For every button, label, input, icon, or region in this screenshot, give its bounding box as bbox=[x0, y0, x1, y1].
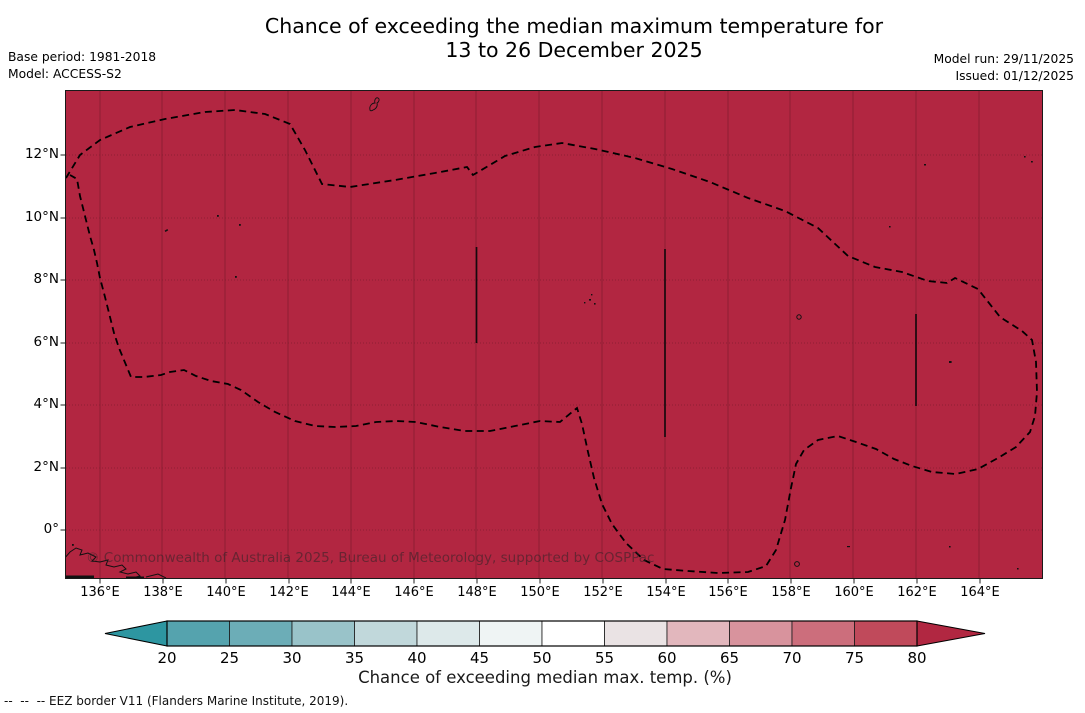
probability-field bbox=[66, 91, 1042, 578]
x-tick-label: 162°E bbox=[897, 585, 937, 600]
y-tick-label: 8°N bbox=[33, 271, 59, 287]
page-title-line2: 13 to 26 December 2025 bbox=[445, 38, 703, 62]
map-canvas: © Commonwealth of Australia 2025, Bureau… bbox=[65, 90, 1043, 579]
page-title-line1: Chance of exceeding the median maximum t… bbox=[264, 14, 884, 38]
colorbar-frame bbox=[166, 620, 918, 647]
colorbar-under-arrow bbox=[104, 620, 168, 647]
y-tick-label: 2°N bbox=[33, 459, 59, 475]
eez-border-dashed-line bbox=[66, 109, 1038, 574]
guam-outline bbox=[369, 97, 380, 112]
colorbar-tick-label: 45 bbox=[469, 649, 490, 667]
y-tick-label: 10°N bbox=[24, 209, 59, 225]
colorbar-tick-label: 40 bbox=[407, 649, 427, 667]
x-tick-label: 138°E bbox=[143, 585, 183, 600]
x-tick-label: 142°E bbox=[269, 585, 309, 600]
x-tick-label: 136°E bbox=[80, 585, 120, 600]
y-tick-label: 6°N bbox=[33, 334, 59, 350]
copyright-watermark: © Commonwealth of Australia 2025, Bureau… bbox=[86, 550, 655, 566]
colorbar-segments bbox=[166, 620, 918, 647]
colorbar bbox=[104, 620, 986, 647]
x-tick-label: 160°E bbox=[834, 585, 874, 600]
y-tick-label: 4°N bbox=[33, 396, 59, 412]
colorbar-tick-label: 30 bbox=[282, 649, 302, 667]
x-tick-label: 158°E bbox=[771, 585, 811, 600]
x-tick-label: 152°E bbox=[583, 585, 623, 600]
x-tick-label: 146°E bbox=[394, 585, 434, 600]
x-tick-label: 148°E bbox=[457, 585, 497, 600]
internal-boundary-lines bbox=[475, 247, 917, 437]
colorbar-tick-label: 75 bbox=[844, 649, 865, 667]
x-tick-label: 164°E bbox=[960, 585, 1000, 600]
x-tick-label: 156°E bbox=[708, 585, 748, 600]
y-tick-label: 12°N bbox=[24, 146, 59, 162]
eez-border-note: -- -- -- EEZ border V11 (Flanders Marine… bbox=[4, 694, 349, 708]
colorbar-tick-label: 55 bbox=[594, 649, 615, 667]
colorbar-tick-label: 65 bbox=[719, 649, 740, 667]
meta-right: Model run: 29/11/2025 Issued: 01/12/2025 bbox=[934, 51, 1074, 84]
colorbar-tick-label: 60 bbox=[657, 649, 677, 667]
meta-left: Base period: 1981-2018 Model: ACCESS-S2 bbox=[8, 49, 156, 82]
island-marks bbox=[66, 97, 1033, 578]
map-plot bbox=[66, 91, 1042, 578]
colorbar-over-arrow bbox=[916, 620, 986, 647]
issued-label: Issued: 01/12/2025 bbox=[955, 68, 1074, 83]
latitude-gridlines bbox=[66, 154, 1042, 531]
colorbar-tick-label: 25 bbox=[219, 649, 240, 667]
colorbar-tick-label: 50 bbox=[532, 649, 552, 667]
x-tick-label: 140°E bbox=[206, 585, 246, 600]
colorbar-tick-label: 20 bbox=[157, 649, 177, 667]
x-tick-label: 154°E bbox=[646, 585, 686, 600]
colorbar-label: Chance of exceeding median max. temp. (%… bbox=[358, 668, 732, 687]
y-tick-label: 0° bbox=[43, 521, 59, 537]
colorbar-tick-label: 70 bbox=[782, 649, 802, 667]
png-coastline bbox=[66, 547, 141, 578]
model-label: Model: ACCESS-S2 bbox=[8, 66, 122, 81]
model-run-label: Model run: 29/11/2025 bbox=[933, 52, 1074, 66]
x-tick-label: 144°E bbox=[331, 585, 371, 600]
colorbar-tick-label: 35 bbox=[344, 649, 365, 667]
pohnpei-outline bbox=[796, 314, 802, 320]
base-period-label: Base period: 1981-2018 bbox=[8, 50, 157, 64]
colorbar-tick-label: 80 bbox=[907, 649, 927, 667]
x-tick-label: 150°E bbox=[520, 585, 560, 600]
